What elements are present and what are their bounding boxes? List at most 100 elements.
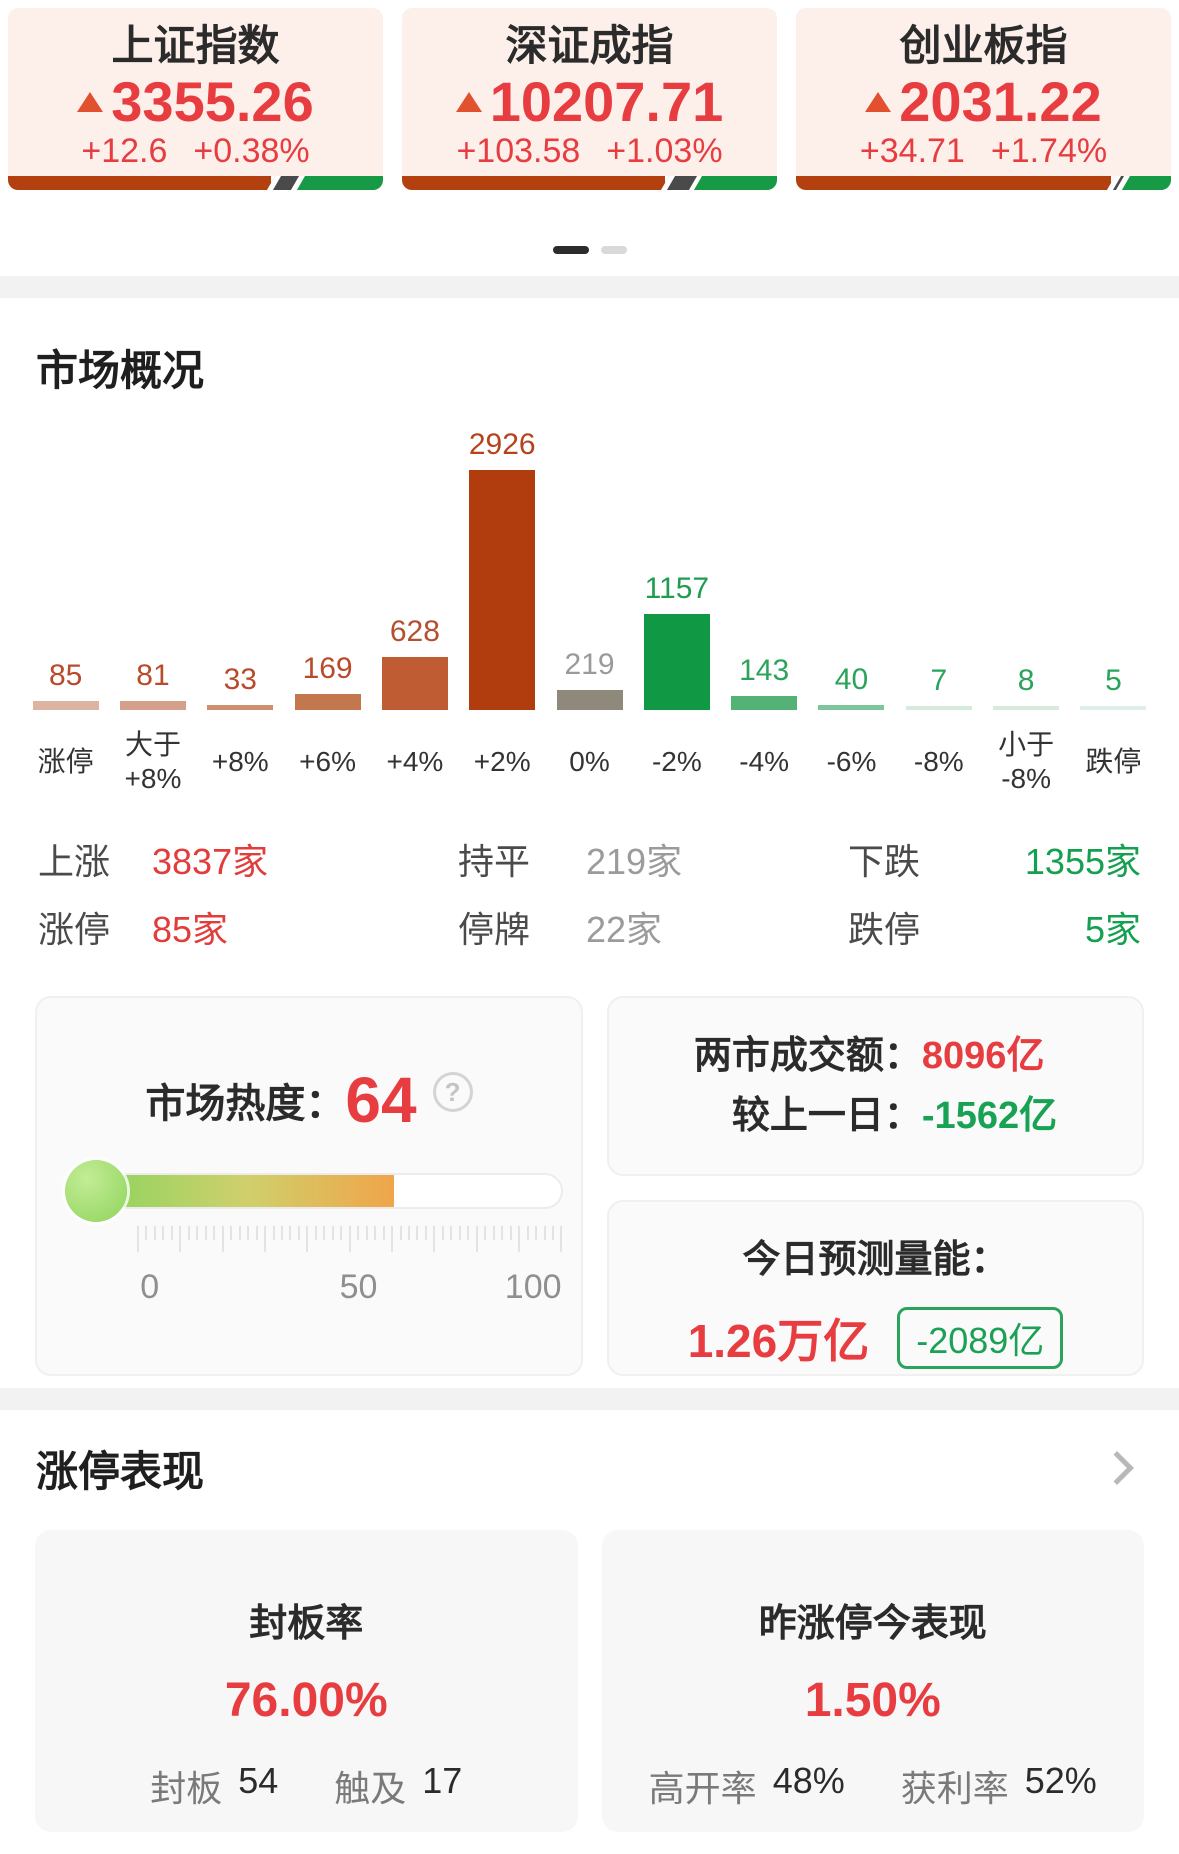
ruler-tick [247,1226,250,1240]
index-card-shenzhen[interactable]: 深证成指 10207.71 +103.58 +1.03% [402,8,777,190]
limit-up-cards-row: 封板率 76.00% 封板 54 触及 17 昨涨停今表现 1.50% 高开率 … [35,1530,1144,1832]
chart-column: 40 [808,428,895,710]
bar [469,470,536,710]
ruler-tick [560,1226,563,1252]
card-title: 封板率 [249,1603,364,1645]
ruler-tick [382,1226,385,1240]
forecast-value: 1.26万亿 [687,1315,870,1367]
index-name: 创业板指 [899,22,1068,69]
ruler-tick [535,1226,538,1240]
index-name: 上证指数 [111,22,280,69]
index-value: 10207.71 [489,70,724,133]
card-title: 昨涨停今表现 [758,1603,987,1645]
bar-category-label: -4% [739,746,790,777]
bar [556,690,623,710]
ruler-tick [433,1226,436,1252]
bar-value-label: 85 [48,659,83,692]
chart-column: 219 [546,428,633,710]
scale-label: 50 [339,1268,378,1306]
index-value: 3355.26 [111,70,314,133]
index-change-pct: +0.38% [193,132,310,170]
heat-gauge-fill [97,1175,394,1207]
bar-category-label: +6% [299,746,356,777]
index-name: 深证成指 [505,22,674,69]
bar-value-label: 81 [136,659,170,692]
index-ratio-bar [8,176,383,190]
scale-label: 100 [504,1268,562,1306]
stat-value: 52% [1024,1760,1097,1801]
index-card-shanghai[interactable]: 上证指数 3355.26 +12.6 +0.38% [8,8,383,190]
bar-category-label: 跌停 [1085,746,1142,777]
pager-dot-active[interactable] [552,246,589,254]
help-icon[interactable]: ? [432,1072,473,1112]
ruler-tick [441,1226,444,1240]
bar [119,701,186,710]
ruler-tick [501,1226,504,1240]
summary-label: 停牌 [458,909,531,950]
summary-value: 5家 [1084,909,1141,950]
index-card-chinext[interactable]: 创业板指 2031.22 +34.71 +1.74% [796,8,1171,190]
heat-gauge-track [95,1173,563,1209]
bar-category-label: 0% [569,746,610,777]
right-cards-column: 两市成交额： 8096亿 较上一日： -1562亿 今日预测量能： 1.26万亿… [607,996,1144,1376]
bar [1080,706,1147,710]
market-heat-label: 市场热度： [145,1082,346,1126]
ruler-tick [323,1226,326,1240]
index-change: +12.6 [81,132,168,170]
ruler-tick [365,1226,368,1240]
ruler-tick [306,1226,309,1252]
bar-value-label: 2926 [468,428,536,461]
index-change: +34.71 [859,132,965,170]
ruler-tick [297,1226,300,1240]
bar [32,701,99,710]
index-cards-row: 上证指数 3355.26 +12.6 +0.38% 深证成指 10207.71 … [0,0,1179,190]
ruler-tick [196,1226,199,1240]
ruler-tick [399,1226,402,1240]
forecast-delta-badge: -2089亿 [897,1307,1064,1369]
ruler-tick [416,1226,419,1240]
limit-up-section-header[interactable]: 涨停表现 [36,1426,1143,1510]
ruler-tick [238,1226,241,1240]
chart-column: 5 [1070,428,1157,710]
ruler-tick [213,1226,216,1240]
ruler-tick [179,1226,182,1252]
chart-column: 2926 [459,428,546,710]
ruler-tick [204,1226,207,1240]
stat-label: 获利率 [900,1768,1009,1809]
chart-column: 1157 [633,428,720,710]
ruler-tick [331,1226,334,1240]
ruler-tick [467,1226,470,1240]
chart-column: 81 [109,428,196,710]
turnover-value: 8096亿 [921,1035,1045,1077]
ruler-tick [424,1226,427,1240]
limit-up-title: 涨停表现 [36,1447,205,1495]
bar-category-label: 小于 -8% [998,729,1055,794]
heat-gauge-scale: 0 50 100 [137,1268,563,1308]
pager-dot[interactable] [600,246,627,254]
bar [643,614,710,710]
ruler-tick [314,1226,317,1240]
bar-category-label: 大于 +8% [124,729,182,794]
chevron-right-icon[interactable] [1100,1451,1134,1485]
ruler-tick [137,1226,139,1252]
ratio-segment [296,176,383,190]
forecast-card: 今日预测量能： 1.26万亿 -2089亿 [607,1200,1144,1376]
ratio-segment [796,176,1111,190]
index-change: +103.58 [456,132,581,170]
ratio-segment [402,176,665,190]
turnover-card: 两市成交额： 8096亿 较上一日： -1562亿 [607,996,1144,1176]
card-value: 76.00% [224,1674,388,1727]
bar-category-label: -6% [826,746,877,777]
bar-value-label: 169 [302,652,353,685]
forecast-label: 今日预测量能： [742,1239,1009,1281]
summary-value: 22家 [586,909,663,950]
market-overview-title: 市场概况 [36,347,205,394]
bar [207,705,274,710]
up-triangle-icon [77,92,104,112]
chart-column: 8 [982,428,1069,710]
heat-gauge-thumb [65,1160,127,1222]
ruler-tick [374,1226,377,1240]
bar-value-label: 8 [1017,664,1035,697]
bar-category-label: -2% [651,746,702,777]
ruler-tick [264,1226,267,1252]
